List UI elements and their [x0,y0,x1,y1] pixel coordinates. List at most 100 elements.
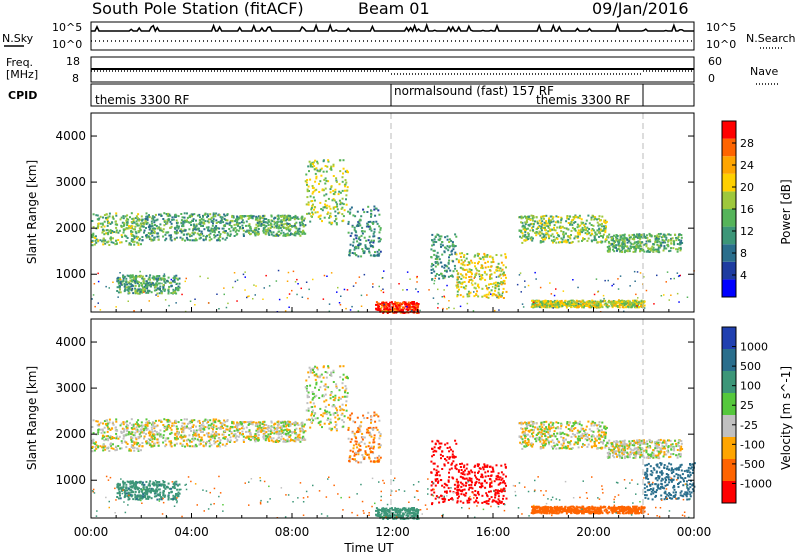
data-cell [461,281,464,284]
data-cell [295,427,298,430]
data-cell [343,288,346,291]
data-cell [141,277,144,280]
data-cell [623,304,626,307]
data-cell [559,300,562,303]
data-cell [283,440,286,442]
data-cell [680,239,683,242]
data-cell [193,228,196,231]
data-cell [126,423,128,426]
data-cell [128,448,131,451]
data-cell [613,304,616,307]
data-cell [174,232,177,235]
data-cell [456,293,459,296]
data-cell [143,231,145,234]
data-cell [566,235,569,238]
data-cell [542,240,545,243]
data-cell [174,215,177,218]
data-cell [456,281,459,284]
data-cell [610,301,613,304]
data-cell [279,227,282,229]
data-cell [352,285,355,287]
data-cell [496,266,499,269]
data-cell [591,214,594,217]
data-cell [189,439,191,442]
data-cell [190,440,193,443]
data-cell [183,216,186,219]
data-cell [342,373,345,376]
data-cell [348,254,351,257]
data-cell [302,219,305,222]
data-cell [497,262,500,265]
data-cell [556,306,558,309]
data-cell [620,235,623,238]
data-cell [282,231,285,234]
data-cell [581,239,583,242]
data-cell [567,301,570,304]
data-cell [145,217,147,220]
data-cell [546,222,549,225]
data-cell [206,419,209,422]
data-cell [487,260,489,263]
data-cell [276,427,279,429]
data-cell [133,441,136,444]
data-cell [268,234,271,236]
data-cell [379,227,382,230]
data-cell [327,159,330,162]
data-cell [332,163,335,166]
data-cell [159,227,162,230]
data-cell [443,264,446,267]
data-cell [469,270,472,273]
data-cell [462,286,465,289]
data-cell [621,246,624,249]
data-cell [209,438,212,441]
data-cell [593,301,596,304]
data-cell [282,421,285,424]
data-cell [288,434,291,437]
data-cell [357,247,360,250]
data-cell [179,442,182,445]
data-cell [209,232,212,235]
data-cell [119,291,122,294]
data-cell [570,304,573,306]
data-cell [311,211,314,214]
data-cell [409,308,411,311]
data-cell [600,228,602,231]
data-cell [273,429,276,432]
data-cell [473,286,476,289]
data-cell [358,242,361,245]
data-cell [556,226,559,229]
data-cell [153,219,156,222]
data-cell [280,430,283,433]
data-cell [339,191,342,194]
data-cell [148,214,150,217]
data-cell [151,431,154,433]
data-cell [601,306,604,309]
data-cell [280,224,283,227]
data-cell [468,295,471,298]
data-cell [165,443,168,446]
data-cell [434,235,437,238]
data-cell [668,299,670,301]
data-cell [490,261,493,264]
data-cell [330,372,333,375]
data-cell [310,206,313,209]
data-cell [455,284,458,287]
data-cell [335,177,338,180]
data-cell [135,441,138,444]
data-cell [465,284,468,287]
data-cell [228,228,231,230]
data-cell [375,220,378,223]
data-cell [169,426,172,429]
data-cell [591,232,593,235]
data-cell [454,251,457,254]
data-cell [411,303,414,305]
data-cell [133,434,136,437]
data-cell [522,227,525,230]
data-cell [206,234,208,237]
data-cell [358,219,361,222]
data-cell [355,237,358,240]
data-cell [357,255,360,258]
data-cell [122,217,125,220]
data-cell [153,230,156,233]
data-cell [391,301,393,304]
